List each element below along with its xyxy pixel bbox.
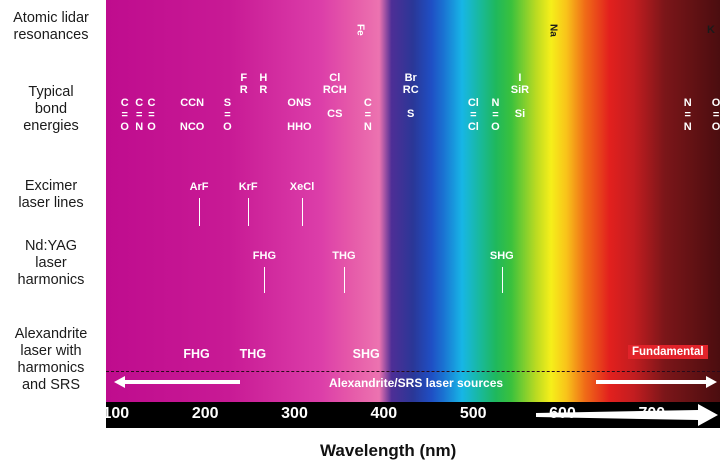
ndyag-label-shg: SHG (489, 250, 514, 262)
divider-dashed (106, 371, 720, 372)
excimer-label-krf: KrF (238, 181, 258, 193)
ndyag-line-mark (343, 267, 345, 293)
excimer-line-mark (301, 198, 303, 226)
bond-label: S = O (223, 97, 232, 133)
excimer-label-arf: ArF (189, 181, 209, 193)
bond-label: Cl = Cl (467, 97, 479, 133)
bond-label: N = O (491, 97, 500, 133)
bond-label: CCN NCO (179, 97, 205, 133)
lidar-marker-na: Na (547, 24, 559, 37)
alexandrite-label-thg: THG (239, 347, 267, 361)
axis-tick-100: 100 (102, 405, 130, 422)
excimer-line-mark (248, 198, 250, 226)
bond-label: H R (259, 72, 268, 96)
row-label-ndyag: Nd:YAG laser harmonics (17, 238, 85, 288)
lidar-marker-fe: Fe (354, 24, 366, 36)
row-label-bond-energies: Typical bond energies (23, 84, 79, 134)
bond-label: I SiR Si (510, 72, 530, 120)
ndyag-label-thg: THG (332, 250, 356, 262)
bond-label: C = N (363, 97, 372, 133)
bond-label: Br RC S (402, 72, 419, 120)
wavelength-axis (106, 402, 720, 428)
axis-tick-400: 400 (370, 405, 398, 422)
ndyag-line-mark (264, 267, 266, 293)
row-label-lidar: Atomic lidar resonances (13, 10, 89, 43)
bond-label: O = O (711, 97, 720, 133)
excimer-line-mark (199, 198, 201, 226)
axis-tick-300: 300 (281, 405, 308, 422)
row-label-excimer: Excimer laser lines (18, 178, 84, 211)
bond-label: F R (239, 72, 248, 96)
axis-arrow-icon (536, 404, 718, 426)
axis-title: Wavelength (nm) (320, 441, 457, 460)
bond-label: C = O (120, 97, 129, 133)
fundamental-box: Fundamental (628, 345, 708, 359)
bond-label: N = N (683, 97, 692, 133)
spectrum-band (106, 0, 720, 402)
axis-tick-500: 500 (459, 405, 487, 422)
bond-label: ONS HHO (287, 97, 312, 133)
bond-label: C = N (135, 97, 144, 133)
bond-label: Cl RCH CS (322, 72, 347, 120)
ndyag-label-fhg: FHG (252, 250, 277, 262)
axis-tick-700: 700 (638, 405, 666, 422)
alexandrite-label-shg: SHG (352, 347, 380, 361)
right-arrow-icon (596, 376, 717, 388)
axis-tick-600: 600 (549, 405, 576, 422)
laser-sources-label: Alexandrite/SRS laser sources (328, 376, 504, 390)
lidar-marker-k: K (706, 24, 715, 36)
alexandrite-label-fhg: FHG (183, 347, 210, 361)
bond-label: C = O (147, 97, 156, 133)
row-label-alexandrite: Alexandrite laser with harmonics and SRS (14, 326, 88, 393)
excimer-label-xecl: XeCl (289, 181, 315, 193)
ndyag-line-mark (501, 267, 503, 293)
axis-tick-200: 200 (191, 405, 219, 422)
left-arrow-icon (114, 376, 240, 388)
